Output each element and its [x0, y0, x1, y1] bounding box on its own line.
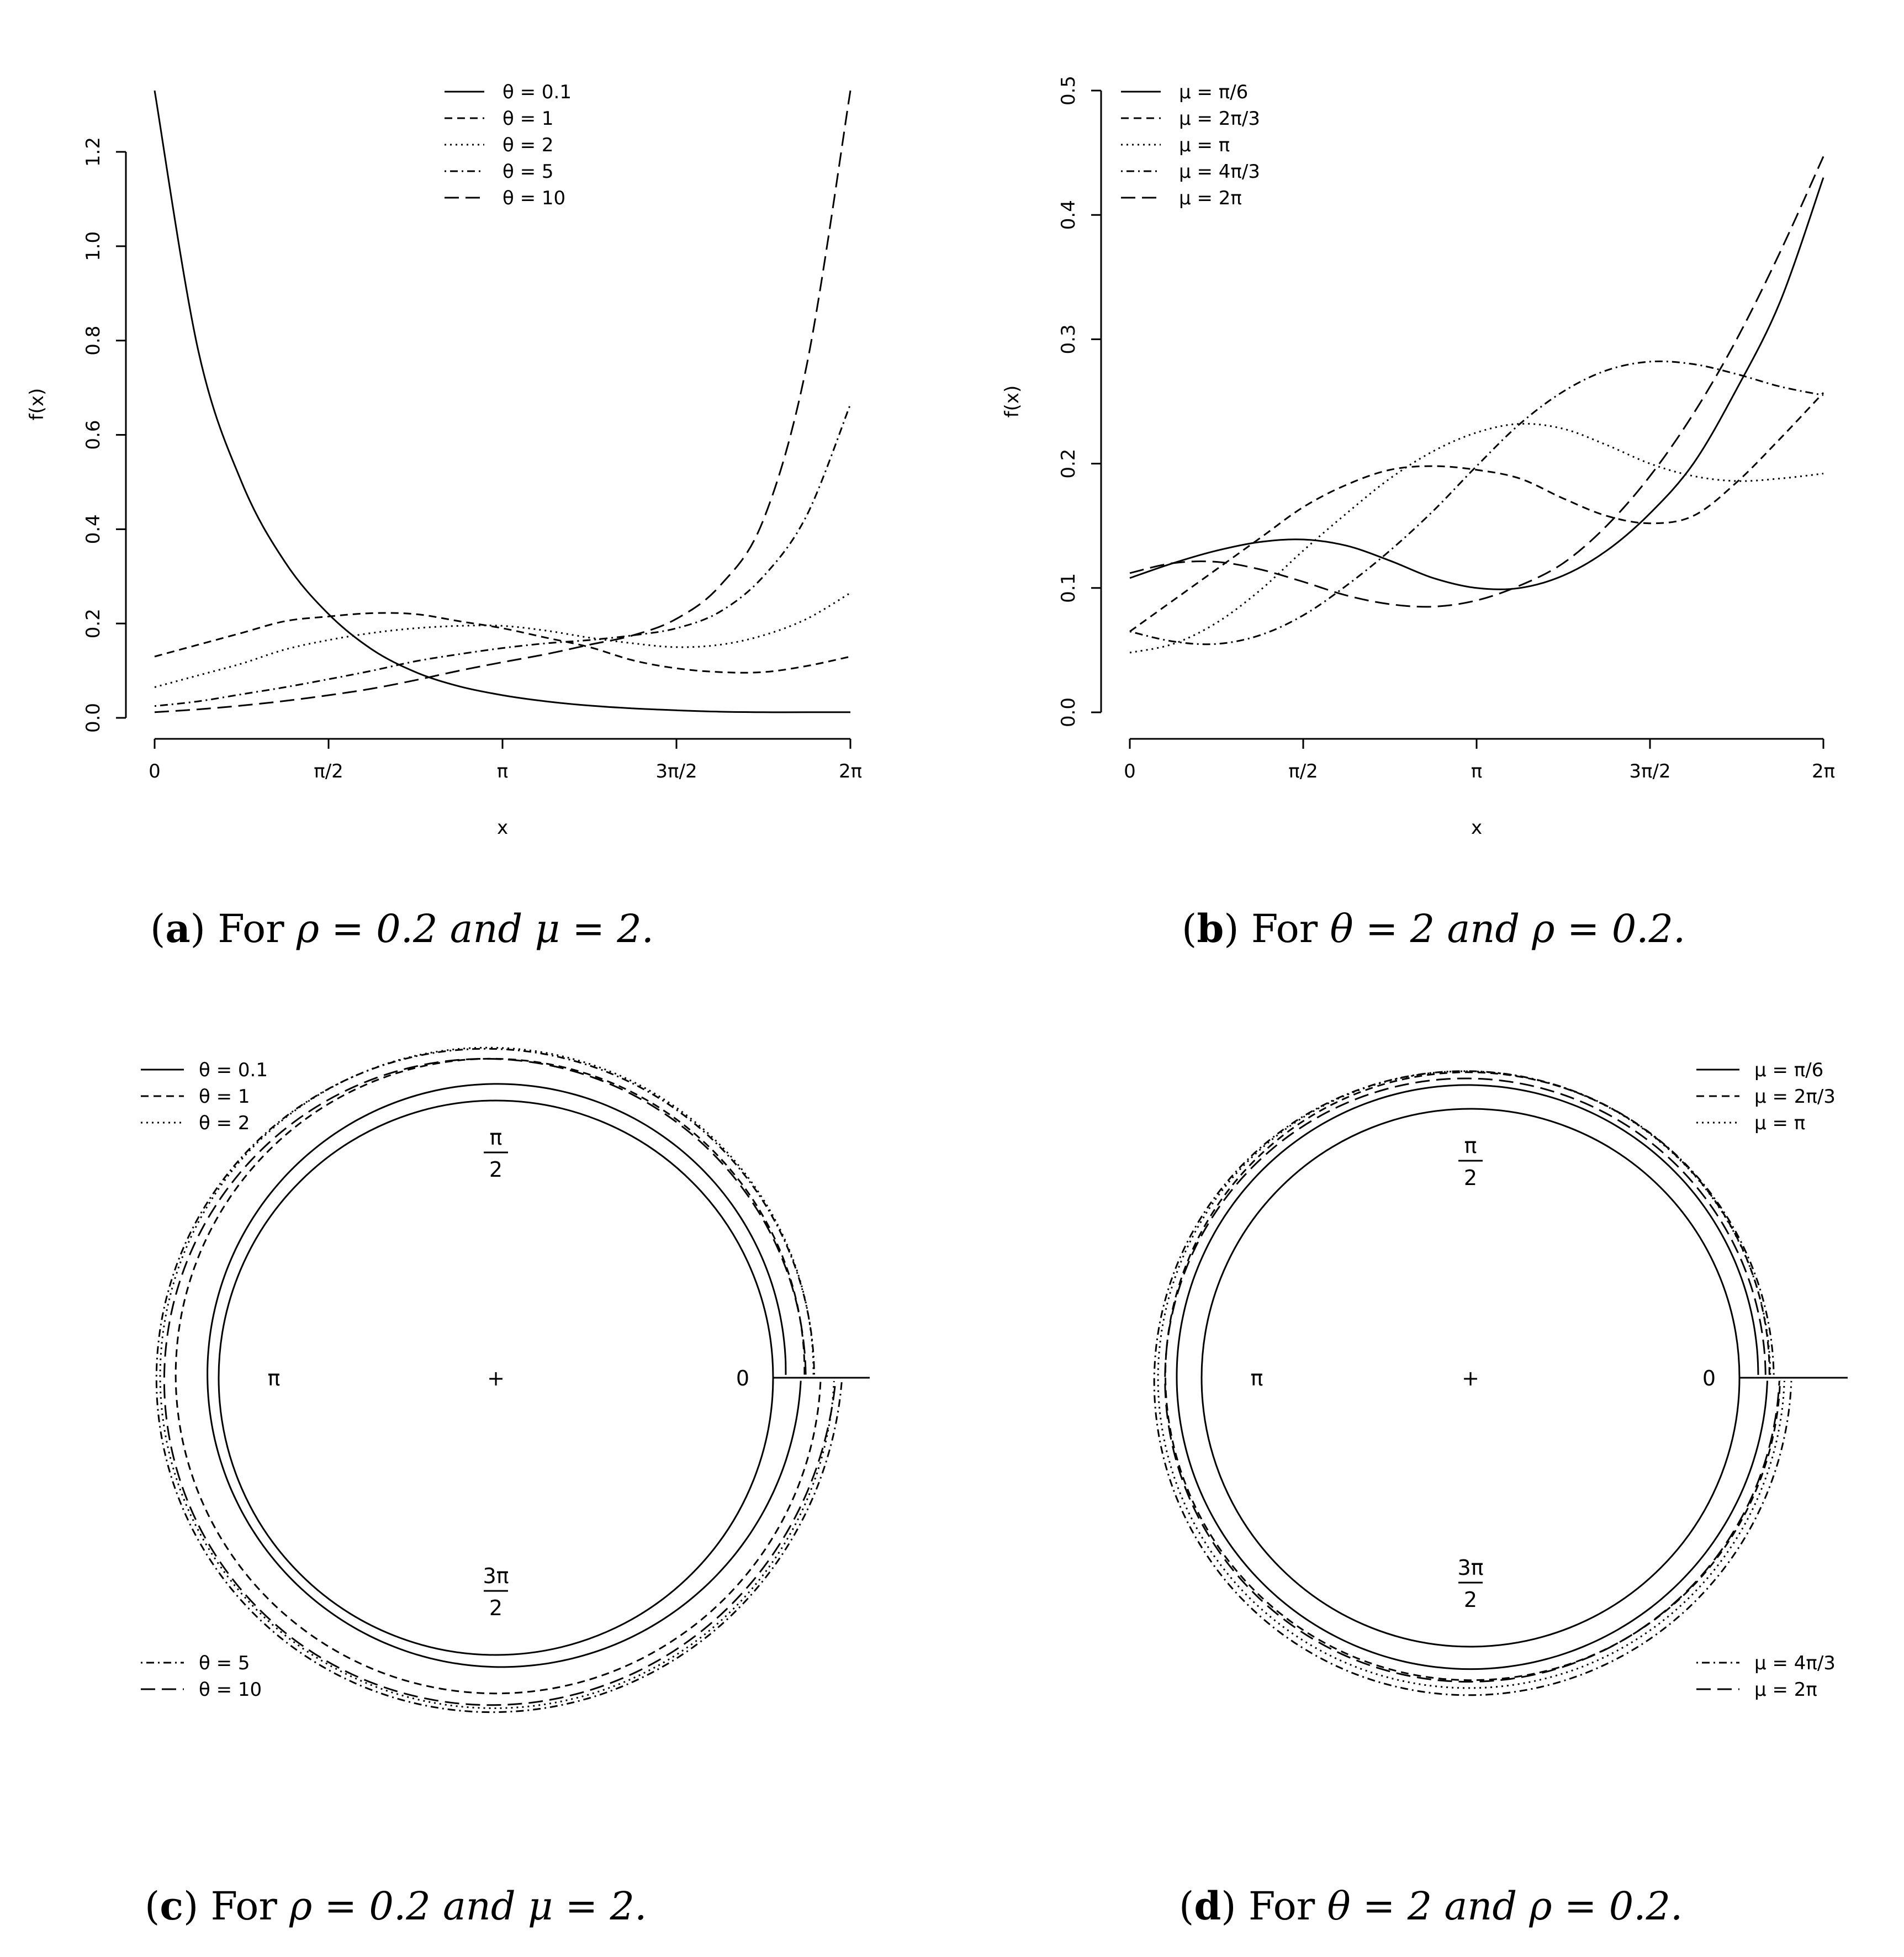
b-legend-label: μ = π	[1179, 134, 1230, 156]
b-x-tick-label: 3π/2	[1629, 760, 1670, 782]
d-direction-label-pi-2-denominator: 2	[1464, 1166, 1477, 1190]
d-direction-label-0: 0	[1702, 1366, 1716, 1390]
c-direction-label-pi: π	[268, 1366, 281, 1390]
c-legend-label: θ = 2	[199, 1112, 250, 1134]
b-x-axis-label: x	[1471, 817, 1482, 839]
d-direction-label-pi-2-numerator: π	[1464, 1134, 1477, 1158]
a-series-0-1	[154, 90, 850, 713]
d-direction-label-3pi-2-numerator: 3π	[1457, 1556, 1483, 1580]
d-direction-label-pi: π	[1251, 1366, 1263, 1390]
a-y-tick-label: 0.2	[82, 609, 104, 638]
b-legend-label: μ = 2π	[1179, 187, 1242, 209]
a-y-tick-label: 0.0	[82, 703, 104, 733]
caption-a: (a) For ρ = 0.2 and μ = 2.	[150, 906, 654, 951]
b-y-tick-label: 0.0	[1057, 697, 1080, 727]
b-y-axis-label: f(x)	[1001, 385, 1023, 418]
d-direction-label-pi-2: π2	[1458, 1134, 1483, 1190]
a-legend-label: θ = 5	[503, 161, 554, 183]
a-legend-label: θ = 1	[503, 108, 554, 130]
c-direction-label-3pi-2-numerator: 3π	[483, 1564, 509, 1588]
a-series-5	[154, 404, 851, 707]
c-legend-label: θ = 10	[199, 1679, 262, 1701]
c-direction-label-0: 0	[736, 1366, 749, 1390]
b-series-6	[1129, 177, 1824, 590]
c-legend-label: θ = 5	[199, 1652, 250, 1674]
panel-a-line-chart: 0 π/2 π 3π/2 2π x 0.0 0.2 0.4 0.6 0.8 1.0 1.2 f(x) θ =…	[26, 81, 862, 839]
a-series-1	[154, 612, 851, 674]
caption-d: (d) For θ = 2 and ρ = 0.2.	[1179, 1883, 1683, 1929]
a-x-tick-label: 0	[149, 760, 161, 782]
b-legend-label: μ = π/6	[1179, 81, 1248, 103]
a-y-tick-label: 1.0	[82, 231, 104, 261]
b-y-tick-label: 0.4	[1057, 200, 1080, 230]
a-x-tick-label: 2π	[839, 760, 862, 782]
a-x-axis-label: x	[497, 817, 508, 839]
c-curve-1	[174, 1057, 822, 1695]
c-curve-5	[155, 1048, 843, 1713]
d-legend-label: μ = 4π/3	[1754, 1652, 1836, 1674]
caption-c: (c) For ρ = 0.2 and μ = 2.	[145, 1883, 647, 1929]
a-legend-label: θ = 0.1	[503, 81, 572, 103]
a-legend-label: θ = 10	[503, 187, 565, 209]
a-y-tick-label: 0.4	[82, 514, 104, 544]
d-curve-4-3	[1153, 1070, 1792, 1696]
d-center-mark: +	[1462, 1366, 1479, 1390]
c-direction-label-3pi-2-denominator: 2	[489, 1596, 503, 1620]
c-direction-label-pi-2-denominator: 2	[489, 1157, 503, 1182]
a-legend-label: θ = 2	[503, 134, 554, 156]
a-y-tick-label: 1.2	[82, 137, 104, 167]
b-x-tick-label: 2π	[1812, 760, 1835, 782]
b-y-tick-label: 0.2	[1057, 449, 1080, 479]
b-x-tick-label: π/2	[1288, 760, 1318, 782]
b-series-	[1129, 422, 1824, 654]
c-curve-0-1	[207, 1083, 802, 1668]
c-legend-label: θ = 0.1	[199, 1059, 268, 1081]
c-direction-label-pi-2-numerator: π	[490, 1125, 503, 1150]
a-y-tick-label: 0.8	[82, 326, 104, 356]
d-legend-label: μ = 2π/3	[1754, 1086, 1836, 1108]
d-legend-label: μ = π	[1754, 1112, 1805, 1134]
b-x-tick-label: π	[1471, 760, 1482, 782]
b-series-4-3	[1129, 360, 1824, 646]
b-legend-label: μ = 2π/3	[1179, 108, 1260, 130]
c-direction-label-3pi-2: 3π2	[483, 1564, 509, 1620]
d-curve-2	[1164, 1077, 1780, 1683]
d-direction-label-3pi-2-denominator: 2	[1464, 1588, 1477, 1612]
c-direction-label-pi-2: π2	[484, 1125, 508, 1182]
a-x-tick-label: 3π/2	[655, 760, 697, 782]
d-legend-label: μ = 2π	[1754, 1679, 1817, 1701]
b-y-tick-label: 0.5	[1057, 76, 1080, 105]
a-series-10	[154, 90, 851, 713]
b-x-tick-label: 0	[1124, 760, 1136, 782]
a-x-tick-label: π	[497, 760, 508, 782]
c-curve-2	[159, 1046, 835, 1710]
b-series-2-3	[1129, 392, 1824, 632]
c-curve-10	[163, 1057, 837, 1706]
caption-b: (b) For θ = 2 and ρ = 0.2.	[1182, 906, 1686, 951]
panel-b-line-chart: 0 π/2 π 3π/2 2π x 0.0 0.1 0.2 0.3 0.4 0.5 f(x) μ = π/…	[1001, 76, 1835, 839]
b-series-2	[1129, 156, 1824, 608]
d-curve-6	[1176, 1084, 1768, 1670]
d-direction-label-3pi-2: 3π2	[1457, 1556, 1483, 1612]
c-center-mark: +	[487, 1366, 505, 1390]
a-y-axis-label: f(x)	[26, 388, 48, 421]
a-x-tick-label: π/2	[314, 760, 343, 782]
b-y-tick-label: 0.3	[1057, 324, 1080, 354]
d-legend-label: μ = π/6	[1754, 1059, 1823, 1081]
c-legend-label: θ = 1	[199, 1086, 250, 1108]
d-curve-2-3	[1164, 1071, 1781, 1681]
b-legend-label: μ = 4π/3	[1179, 161, 1260, 183]
a-y-tick-label: 0.6	[82, 420, 104, 449]
b-y-tick-label: 0.1	[1057, 573, 1080, 603]
